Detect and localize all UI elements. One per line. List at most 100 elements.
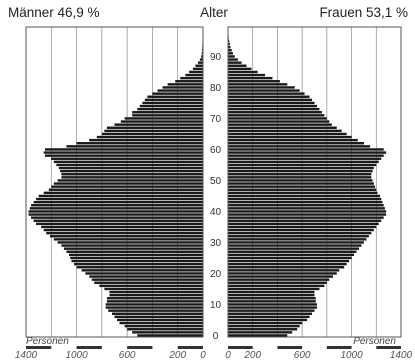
- bar-men-age: [105, 303, 203, 306]
- bar-women-age: [228, 300, 316, 303]
- bar-women-age: [228, 266, 345, 269]
- bar-women-age: [228, 163, 377, 167]
- bar-men-age: [192, 67, 203, 71]
- bar-men-age: [106, 126, 203, 129]
- bar-women-age: [228, 67, 252, 71]
- bar-women-age: [228, 188, 377, 191]
- bar-women-age: [228, 200, 383, 204]
- bar-men-age: [29, 207, 203, 210]
- bar-women-age: [228, 42, 230, 46]
- age-tick-label: 50: [210, 176, 222, 187]
- bar-men-age: [56, 163, 203, 167]
- bar-men-age: [57, 241, 203, 244]
- bar-women-age: [228, 297, 316, 300]
- bar-men-age: [94, 281, 203, 284]
- bar-men-age: [61, 176, 204, 179]
- bar-women-age: [228, 287, 320, 291]
- bar-men-age: [137, 334, 203, 337]
- x-tick-label-left: 1000: [65, 350, 88, 361]
- bar-women-age: [228, 194, 380, 198]
- bars-men: [28, 27, 204, 337]
- bar-women-age: [228, 197, 382, 201]
- scale-bar-right: [277, 346, 303, 349]
- scale-bar-right: [326, 346, 352, 349]
- bar-women-age: [228, 303, 317, 306]
- bar-men-age: [119, 321, 203, 325]
- bar-women-age: [228, 151, 387, 154]
- bar-men-age: [36, 222, 203, 226]
- bar-men-age: [70, 256, 203, 260]
- bar-women-age: [228, 166, 374, 170]
- bar-men-age: [101, 132, 203, 136]
- age-tick-label: 0: [213, 331, 219, 342]
- bar-women-age: [228, 135, 352, 139]
- bar-men-age: [53, 182, 203, 185]
- bar-men-age: [66, 250, 203, 253]
- bar-men-age: [114, 123, 203, 126]
- bar-women-age: [228, 89, 300, 92]
- bar-women-age: [228, 216, 384, 219]
- bar-women-age: [228, 157, 382, 160]
- age-tick-label: 20: [210, 269, 222, 280]
- bar-men-age: [89, 275, 203, 278]
- bar-women-age: [228, 120, 330, 123]
- bar-women-age: [228, 138, 358, 142]
- bar-men-age: [124, 324, 203, 328]
- unit-label-left: Personen: [26, 336, 69, 347]
- bar-women-age: [228, 142, 364, 145]
- bar-women-age: [228, 80, 280, 83]
- bar-women-age: [228, 293, 315, 297]
- bar-men-age: [76, 142, 203, 145]
- bar-women-age: [228, 111, 322, 114]
- bar-men-age: [147, 95, 203, 98]
- scale-bar-right: [376, 346, 401, 349]
- bar-women-age: [228, 145, 371, 148]
- bar-women-age: [228, 231, 372, 235]
- bar-men-age: [127, 328, 203, 331]
- bar-women-age: [228, 210, 387, 213]
- bar-women-age: [228, 321, 303, 325]
- x-tick-label-right: 1000: [340, 350, 363, 361]
- x-tick-label-right: 1400: [390, 350, 413, 361]
- scale-bar-left: [127, 346, 153, 349]
- bar-men-age: [57, 179, 203, 182]
- bar-men-age: [85, 272, 203, 275]
- bar-men-age: [53, 238, 203, 241]
- bar-women-age: [228, 114, 325, 117]
- bar-women-age: [228, 179, 373, 182]
- bar-men-age: [114, 315, 203, 319]
- bar-men-age: [157, 89, 203, 92]
- bar-women-age: [228, 278, 330, 281]
- bar-men-age: [89, 138, 203, 142]
- bar-women-age: [228, 117, 327, 120]
- x-tick-label-left: 0: [200, 350, 206, 361]
- bar-women-age: [228, 104, 317, 108]
- bar-men-age: [132, 331, 203, 334]
- bar-women-age: [228, 148, 384, 151]
- bar-women-age: [228, 250, 357, 253]
- bar-men-age: [68, 253, 203, 257]
- bar-men-age: [61, 173, 204, 176]
- bar-men-age: [28, 210, 204, 213]
- bar-women-age: [228, 173, 372, 176]
- bar-women-age: [228, 49, 232, 52]
- bar-women-age: [228, 315, 310, 319]
- x-tick-label-left: 600: [119, 350, 136, 361]
- bar-women-age: [228, 222, 379, 226]
- bar-men-age: [53, 160, 203, 164]
- bar-men-age: [201, 49, 203, 52]
- x-tick-label-left: 200: [168, 350, 186, 361]
- bar-men-age: [66, 145, 203, 148]
- bar-men-age: [44, 154, 203, 157]
- bar-women-age: [228, 39, 230, 43]
- bar-men-age: [50, 235, 204, 238]
- bar-men-age: [137, 107, 203, 111]
- bar-women-age: [228, 76, 273, 80]
- bar-women-age: [228, 269, 340, 272]
- bar-women-age: [228, 204, 384, 207]
- x-ticks-right: 0 200 600 1000 1400: [225, 350, 412, 361]
- bar-women-age: [228, 207, 385, 210]
- bar-men-age: [117, 318, 203, 322]
- bar-men-age: [41, 225, 203, 229]
